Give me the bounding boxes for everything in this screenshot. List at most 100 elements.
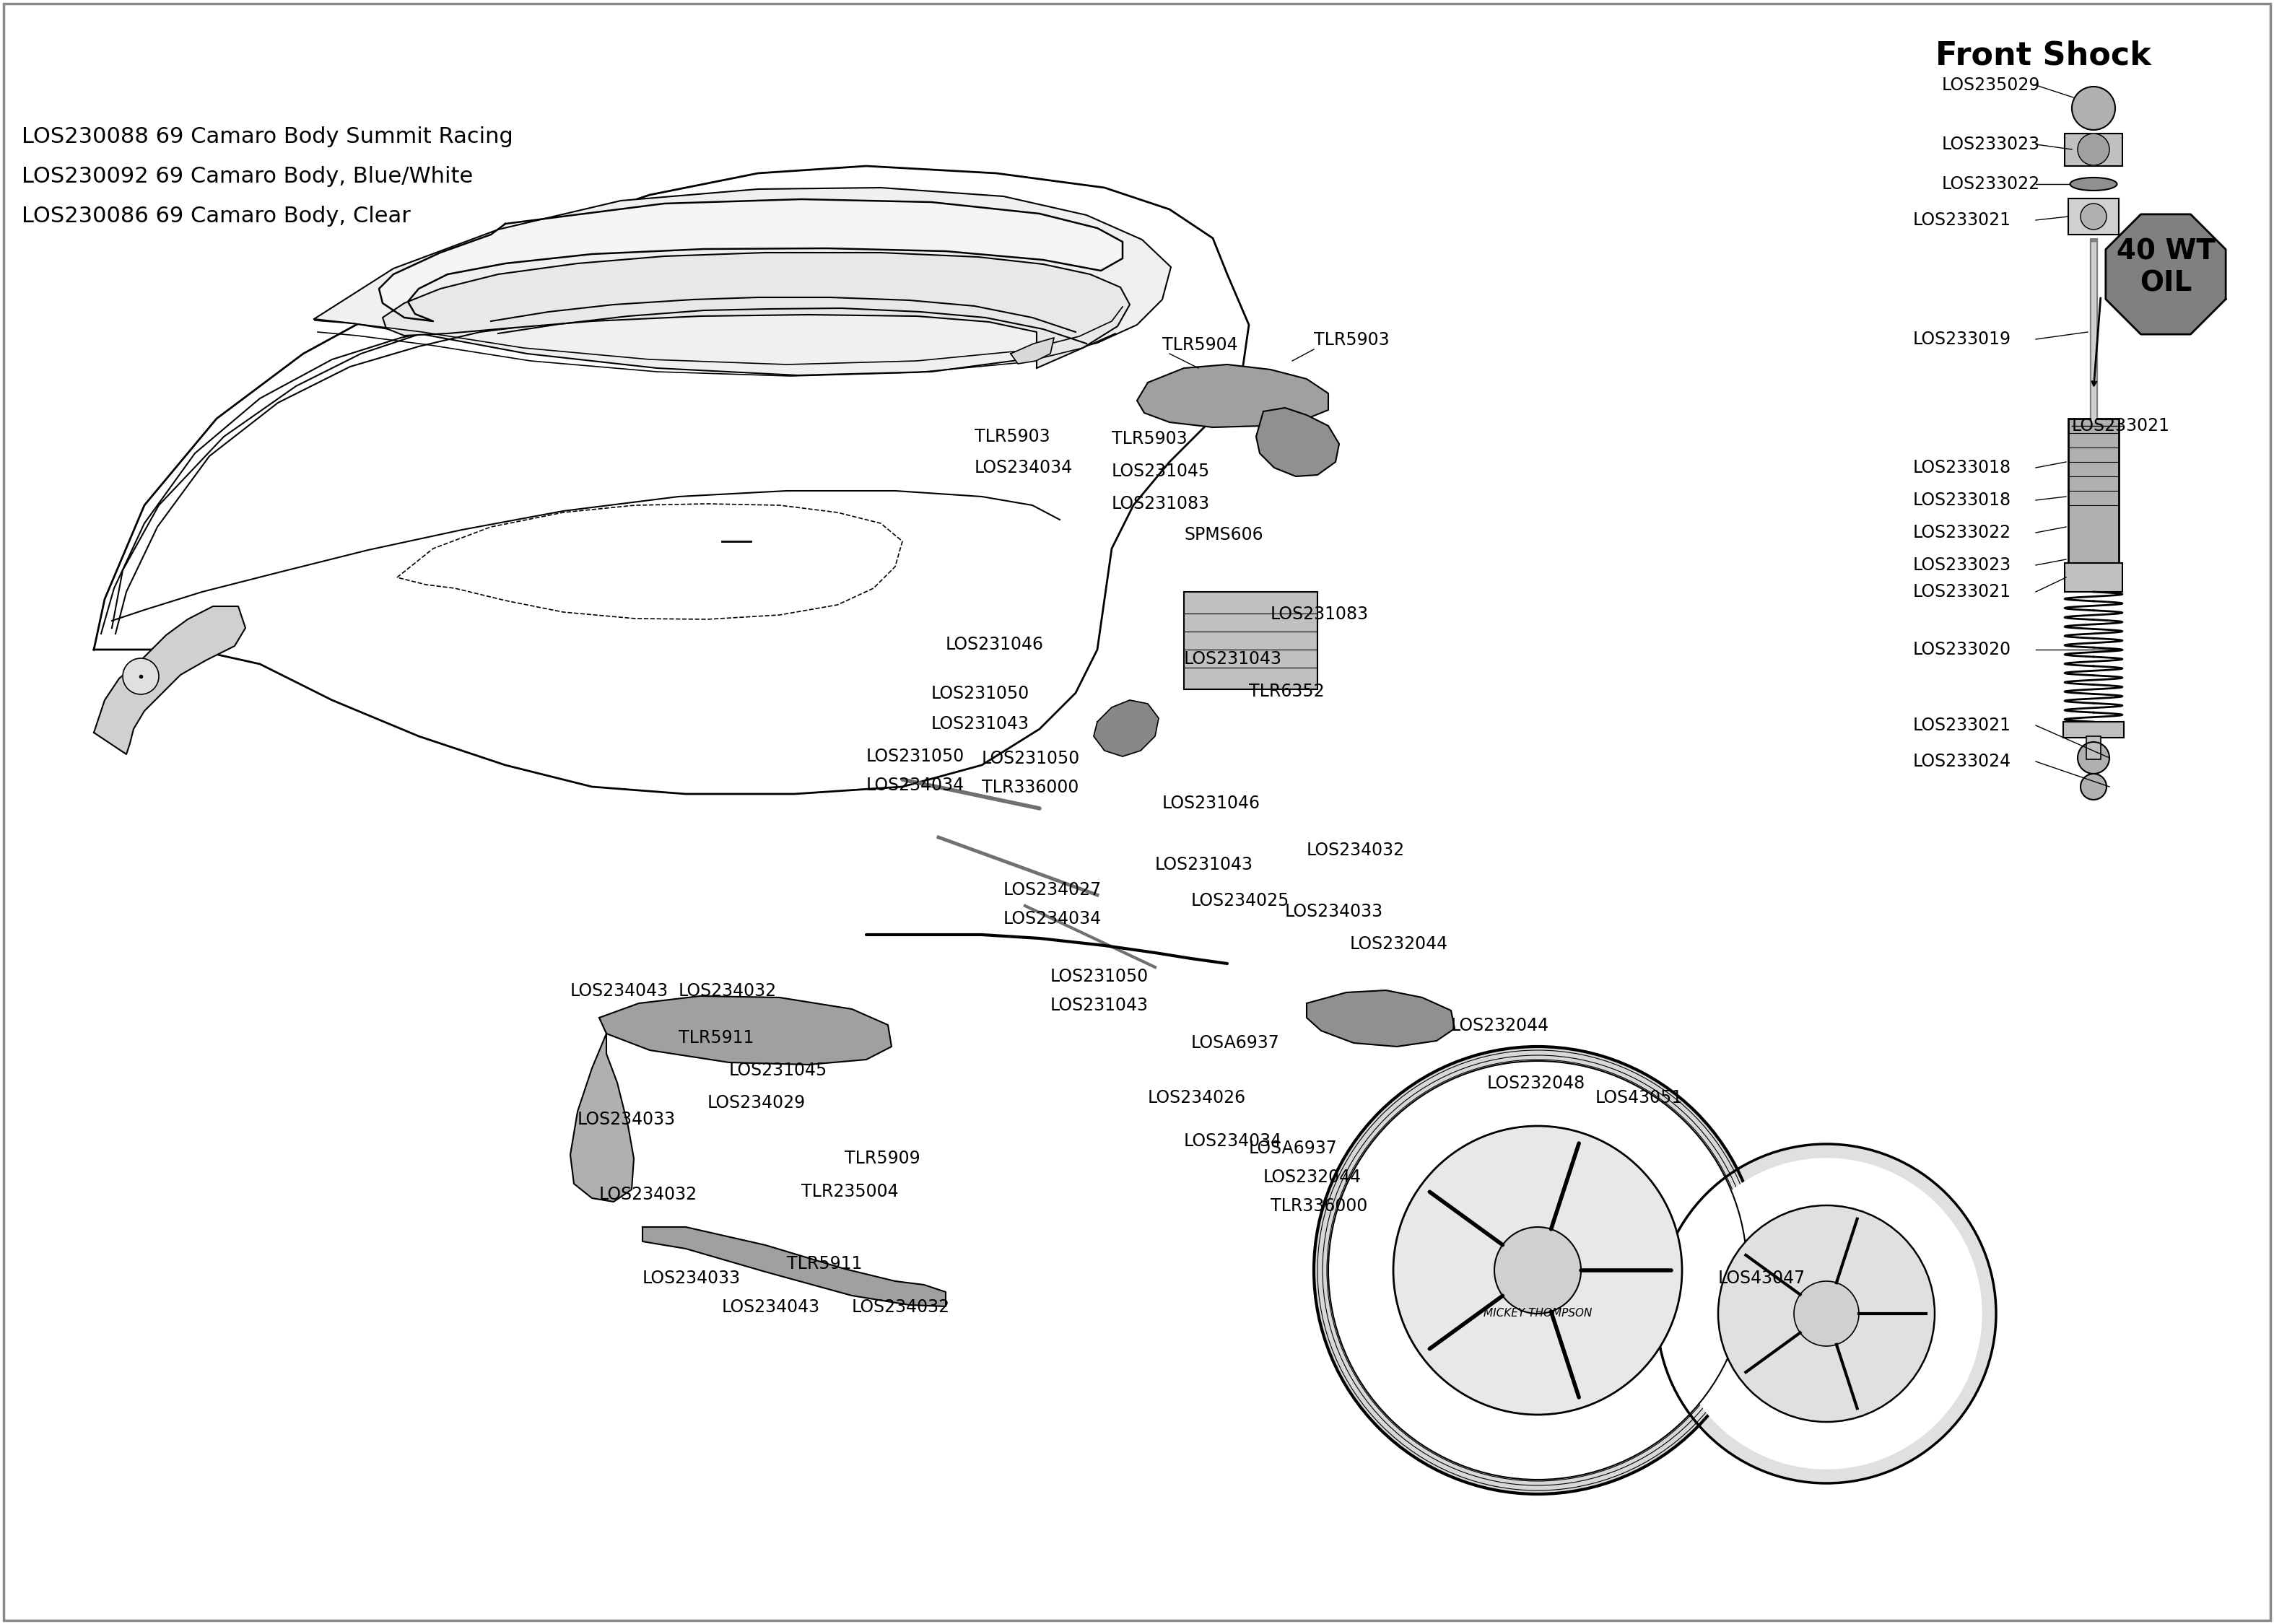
Text: LOS234032: LOS234032	[853, 1299, 951, 1315]
Text: LOS231050: LOS231050	[932, 685, 1030, 702]
Bar	[1185, 591, 1317, 689]
Text: LOS234034: LOS234034	[1003, 909, 1101, 927]
Circle shape	[2078, 742, 2110, 773]
Text: TLR6352: TLR6352	[1248, 682, 1323, 700]
Text: LOS234034: LOS234034	[1185, 1132, 1283, 1150]
Circle shape	[2072, 86, 2115, 130]
Text: LOS233021: LOS233021	[1912, 583, 2010, 601]
Text: LOS234033: LOS234033	[644, 1270, 741, 1286]
Text: TLR5903: TLR5903	[976, 429, 1051, 445]
Text: LOS234033: LOS234033	[1285, 903, 1383, 921]
Text: 40 WT
OIL: 40 WT OIL	[2117, 237, 2215, 297]
Circle shape	[2081, 773, 2106, 799]
Text: LOS231050: LOS231050	[982, 750, 1080, 767]
Text: TLR235004: TLR235004	[800, 1182, 898, 1200]
Text: LOS231043: LOS231043	[1155, 856, 1253, 874]
Text: LOS233022: LOS233022	[1942, 175, 2040, 193]
Text: LOS234026: LOS234026	[1148, 1090, 1246, 1106]
Circle shape	[1494, 1228, 1580, 1314]
Text: TLR5911: TLR5911	[678, 1030, 755, 1046]
Text: LOS232044: LOS232044	[1264, 1169, 1362, 1186]
Circle shape	[2081, 203, 2106, 229]
Circle shape	[1314, 1046, 1762, 1494]
Polygon shape	[644, 1228, 946, 1306]
Polygon shape	[1255, 408, 1339, 476]
Text: LOS233023: LOS233023	[1912, 557, 2010, 573]
Text: LOS234043: LOS234043	[571, 983, 669, 1000]
Circle shape	[2078, 133, 2110, 166]
Text: LOS234025: LOS234025	[1192, 892, 1289, 909]
Text: LOS231043: LOS231043	[1185, 650, 1283, 667]
Text: LOS231050: LOS231050	[866, 747, 964, 765]
Bar	[2065, 133, 2122, 166]
Bar	[2065, 564, 2122, 591]
Bar	[2063, 721, 2124, 737]
Polygon shape	[571, 1033, 634, 1202]
Circle shape	[1719, 1205, 1935, 1423]
Text: LOS232048: LOS232048	[1487, 1075, 1585, 1091]
Text: LOSA6937: LOSA6937	[1192, 1034, 1280, 1052]
Text: LOS231043: LOS231043	[932, 715, 1030, 732]
Text: Front Shock: Front Shock	[1935, 39, 2151, 71]
Polygon shape	[1308, 991, 1455, 1046]
Text: LOS233023: LOS233023	[1942, 136, 2040, 153]
Text: MICKEY THOMPSON: MICKEY THOMPSON	[1483, 1309, 1592, 1319]
Text: LOS230086 69 Camaro Body, Clear: LOS230086 69 Camaro Body, Clear	[23, 206, 412, 227]
Polygon shape	[598, 996, 891, 1065]
Bar	[2069, 419, 2119, 564]
Polygon shape	[1137, 364, 1328, 427]
Text: LOS234032: LOS234032	[598, 1186, 698, 1203]
Text: LOS234034: LOS234034	[976, 460, 1073, 476]
Text: TLR336000: TLR336000	[1271, 1197, 1367, 1215]
Text: LOS233018: LOS233018	[1912, 460, 2010, 476]
Text: TLR5909: TLR5909	[844, 1150, 921, 1168]
Text: LOS231043: LOS231043	[1051, 997, 1148, 1013]
Text: LOS231050: LOS231050	[1051, 968, 1148, 986]
Text: LOS231045: LOS231045	[1112, 463, 1210, 481]
Bar	[2085, 736, 2101, 760]
Text: LOS231046: LOS231046	[1162, 794, 1260, 812]
Text: TLR5903: TLR5903	[1314, 331, 1389, 349]
Text: LOS43047: LOS43047	[1719, 1270, 1806, 1286]
Text: LOS232044: LOS232044	[1451, 1017, 1549, 1034]
Text: TLR5904: TLR5904	[1162, 336, 1237, 354]
Text: TLR5911: TLR5911	[787, 1255, 862, 1273]
Text: LOS233018: LOS233018	[1912, 492, 2010, 508]
Text: LOS231045: LOS231045	[730, 1062, 828, 1078]
Polygon shape	[314, 188, 1171, 375]
Text: LOS233021: LOS233021	[1912, 211, 2010, 229]
Circle shape	[1658, 1143, 1997, 1483]
Text: SPMS606: SPMS606	[1185, 526, 1262, 544]
Circle shape	[1328, 1060, 1746, 1479]
Polygon shape	[93, 606, 246, 754]
Polygon shape	[1094, 700, 1160, 757]
Text: LOS43051: LOS43051	[1596, 1090, 1683, 1106]
Text: LOS232044: LOS232044	[1351, 935, 1449, 953]
Text: LOS234034: LOS234034	[866, 776, 964, 794]
Circle shape	[123, 658, 159, 695]
Text: LOS231083: LOS231083	[1271, 606, 1369, 624]
Text: LOS233024: LOS233024	[1912, 754, 2010, 770]
Text: TLR336000: TLR336000	[982, 780, 1078, 796]
Text: LOS235029: LOS235029	[1942, 76, 2040, 94]
Text: LOS233021: LOS233021	[1912, 716, 2010, 734]
Ellipse shape	[2069, 177, 2117, 190]
Polygon shape	[382, 253, 1130, 369]
Circle shape	[1794, 1281, 1858, 1346]
Polygon shape	[380, 200, 1123, 322]
Circle shape	[1394, 1125, 1683, 1415]
Text: LOSA6937: LOSA6937	[1248, 1140, 1337, 1156]
Text: LOS234032: LOS234032	[1308, 841, 1405, 859]
Polygon shape	[1010, 338, 1053, 364]
Polygon shape	[93, 166, 1248, 794]
Circle shape	[1671, 1158, 1981, 1468]
Text: LOS233021: LOS233021	[2072, 417, 2169, 435]
Bar	[2069, 198, 2119, 234]
Text: LOS231083: LOS231083	[1112, 495, 1210, 513]
Text: TLR5903: TLR5903	[1112, 430, 1187, 448]
Text: LOS233022: LOS233022	[1912, 525, 2010, 541]
Text: LOS233019: LOS233019	[1912, 331, 2010, 348]
Text: LOS234043: LOS234043	[721, 1299, 821, 1315]
Text: LOS233020: LOS233020	[1912, 641, 2010, 658]
Text: LOS234032: LOS234032	[678, 983, 778, 1000]
